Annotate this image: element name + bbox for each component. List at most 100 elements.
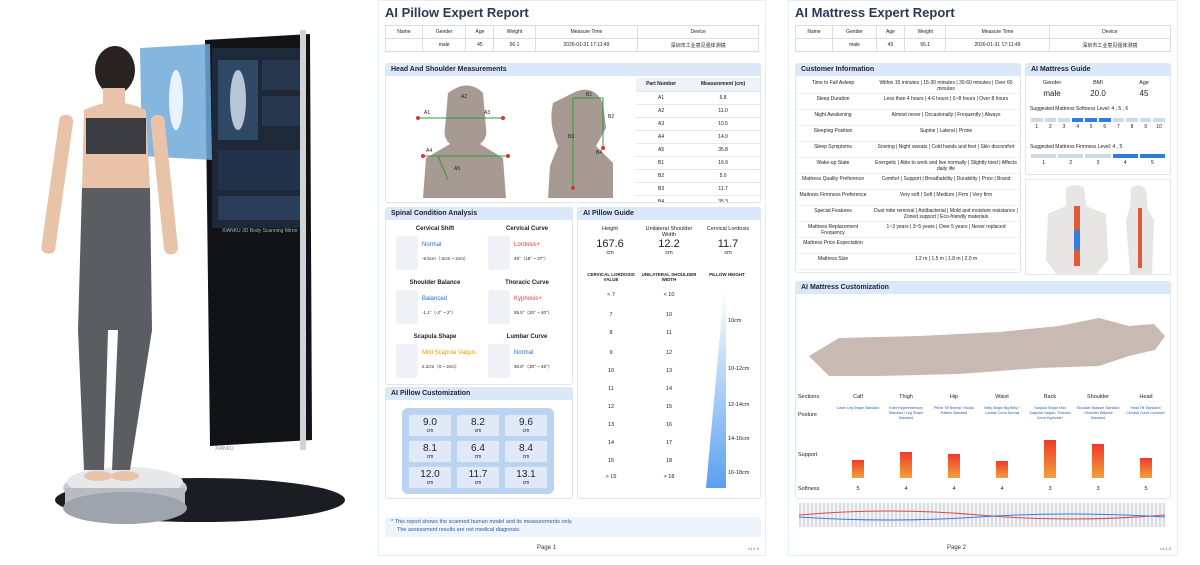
spinal-value: 45°（18° ~ 27°） xyxy=(514,256,549,261)
spinal-card: Spinal Condition Analysis Cervical Shift… xyxy=(385,207,573,385)
table-row: A4 14.0 xyxy=(636,130,760,144)
pillow-report-title: AI Pillow Expert Report xyxy=(385,5,529,20)
softness-segment xyxy=(1058,118,1070,122)
disclaimer-line-2: The assessment results are not medical d… xyxy=(397,527,521,533)
section-posture: Head Tilt Standard / Cervical Curve Lord… xyxy=(1126,406,1166,415)
guide-metric: Cervical Lordosis 11.7 cm xyxy=(700,226,756,268)
header-value: 45 xyxy=(875,38,906,52)
spinal-body-icon xyxy=(488,290,510,324)
header-value: 56.1 xyxy=(493,38,536,52)
guide-cervical-value: 14 xyxy=(607,440,615,446)
scanner-illustration xyxy=(41,30,345,524)
spinal-status: Normal xyxy=(514,350,534,356)
guide-cervical-value: 9 xyxy=(609,350,613,356)
guide-col-header: UNILATERAL SHOULDER WIDTH xyxy=(641,272,697,282)
part-measurement: 14.0 xyxy=(686,130,760,144)
spinal-heading: Spinal Condition Analysis xyxy=(386,208,572,220)
guide-metric-unit: cm xyxy=(724,250,732,256)
header-label: Measure Time xyxy=(945,25,1050,39)
section-name: Shoulder xyxy=(1086,394,1110,400)
part-measurement: 35.8 xyxy=(686,143,760,157)
section-support-bar xyxy=(852,460,864,478)
mattress-custom-heading: AI Mattress Customization xyxy=(796,282,1170,294)
softness-tick: 1 xyxy=(1035,124,1039,130)
customer-row: Mattress Replacement Frequency 1~3 years … xyxy=(796,222,1020,238)
softness-segment xyxy=(1099,118,1111,122)
guide-shoulder-value: 16 xyxy=(665,422,673,428)
section-softness: 5 xyxy=(856,486,860,492)
customer-field: Special Features xyxy=(814,208,852,214)
softness-segment xyxy=(1112,118,1125,122)
pillow-custom-heading: AI Pillow Customization xyxy=(386,388,572,400)
guide-metric-value: 12.2 xyxy=(658,238,680,250)
firmness-segment xyxy=(1085,154,1111,158)
header-value: 2026-01-31 17:11:49 xyxy=(534,38,639,52)
table-row: A5 35.8 xyxy=(636,143,760,157)
mattress-header-table: Name Gender Age Weight Measure Time Device ma… xyxy=(794,25,1172,52)
pillow-zone-value: 12.0 xyxy=(420,469,440,480)
page-1-version: v1.1.0 xyxy=(748,546,759,551)
measurement-column-header: Measurement (cm) xyxy=(686,78,760,92)
spinal-value: -8.5cm（-2cm ~ 2cm） xyxy=(422,256,469,261)
front-label-a5: A5 xyxy=(454,166,461,172)
customer-answer: Dust mite removal | Antibacterial | Mold… xyxy=(874,208,1018,220)
softness-segment xyxy=(1126,118,1138,122)
header-value: 45 xyxy=(465,38,495,52)
guide-metric: Height 167.6 cm xyxy=(582,226,638,268)
part-column-header: Part Number xyxy=(636,78,687,92)
table-row: A1 6.8 xyxy=(636,91,760,105)
section-softness: 4 xyxy=(904,486,908,492)
section-posture: Pelvic Tilt Normal / Hoods Pattern Stand… xyxy=(933,406,975,415)
mattress-guide-heading: AI Mattress Guide xyxy=(1026,64,1170,76)
softness-segment xyxy=(1031,118,1043,122)
pillow-zone-unit: cm xyxy=(522,480,530,486)
page-2-label: Page 2 xyxy=(947,545,967,551)
firmness-segment xyxy=(1058,154,1084,158)
part-measurement: 6.8 xyxy=(686,91,760,105)
softness-tick: 7 xyxy=(1117,124,1120,130)
header-value: 深圳市工业意见强体测镜 xyxy=(1048,38,1172,52)
spinal-item: Cervical Shift Normal -8.5cm（-2cm ~ 2cm） xyxy=(390,224,480,276)
mattress-stat-label: Age xyxy=(1139,80,1149,86)
part-number: B3 xyxy=(636,182,687,196)
section-support-bar xyxy=(1140,458,1152,478)
softness-suggestion: Suggested Mattress Softness Level: 4 , 5… xyxy=(1030,106,1129,112)
part-number: A2 xyxy=(636,104,687,118)
guide-shoulder-value: 13 xyxy=(665,368,673,374)
pillow-report-page: AI Pillow Expert Report Name Gender Age Wei… xyxy=(378,0,766,556)
customer-field: Time to Fall Asleep xyxy=(811,80,855,86)
firmness-tick: 5 xyxy=(1151,160,1154,166)
header-label: Weight xyxy=(904,25,947,39)
guide-shoulder-value: 14 xyxy=(665,386,673,392)
screen-brand: XIANKU 3D Body Scanning Mirror xyxy=(222,228,298,234)
pillow-zone-unit: cm xyxy=(426,428,434,434)
softness-tick: 2 xyxy=(1049,124,1052,130)
pillow-guide-heading: AI Pillow Guide xyxy=(578,208,760,220)
firmness-segment xyxy=(1031,154,1057,158)
customer-row: Night Awakening Almost never | Occasional… xyxy=(796,110,1020,126)
page-1-label: Page 1 xyxy=(537,545,557,551)
page-2-version: v1.1.0 xyxy=(1160,546,1171,551)
softness-segment xyxy=(1139,118,1152,122)
header-label: Gender xyxy=(421,25,467,39)
guide-metric-value: 167.6 xyxy=(596,238,624,250)
pillow-zone: 13.1 cm xyxy=(504,466,548,489)
section-name: Head xyxy=(1139,394,1153,400)
pillow-zone: 9.6 cm xyxy=(504,414,548,437)
spinal-item: Cervical Curve Lordosis+ 45°（18° ~ 27°） xyxy=(482,224,572,276)
part-number: B4 xyxy=(636,195,687,202)
spinal-item-name: Thoracic Curve xyxy=(505,280,549,286)
pillow-zone: 8.4 cm xyxy=(504,440,548,463)
header-label: Age xyxy=(875,25,906,39)
spinal-item-name: Cervical Shift xyxy=(415,226,455,232)
customer-field: Wake-up State xyxy=(816,160,850,166)
softness-tick: 9 xyxy=(1144,124,1147,130)
pillow-zone-value: 8.4 xyxy=(519,443,533,454)
customer-answer: 1.2 m | 1.5 m | 1.8 m | 2.0 m xyxy=(914,256,978,262)
guide-metric-label: Cervical Lordosis xyxy=(706,226,750,232)
part-measurement: 11.0 xyxy=(686,104,760,118)
front-label-a3: A3 xyxy=(484,110,491,116)
front-label-a1: A1 xyxy=(424,110,431,116)
header-label: Name xyxy=(794,25,834,39)
section-support-bar xyxy=(948,454,960,478)
